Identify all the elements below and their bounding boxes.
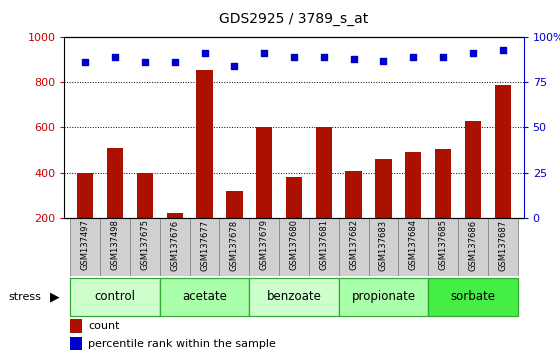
Bar — [226, 190, 242, 263]
FancyBboxPatch shape — [339, 218, 368, 276]
Point — [81, 59, 90, 65]
Text: GDS2925 / 3789_s_at: GDS2925 / 3789_s_at — [220, 12, 368, 27]
Text: GSM137679: GSM137679 — [260, 219, 269, 270]
FancyBboxPatch shape — [428, 278, 517, 316]
Text: GSM137675: GSM137675 — [141, 219, 150, 270]
FancyBboxPatch shape — [488, 218, 517, 276]
Text: GSM137678: GSM137678 — [230, 219, 239, 270]
Point — [409, 54, 418, 60]
Bar — [256, 127, 272, 263]
Text: GSM137677: GSM137677 — [200, 219, 209, 270]
Bar — [166, 213, 183, 263]
FancyBboxPatch shape — [458, 218, 488, 276]
Text: GSM137681: GSM137681 — [319, 219, 328, 270]
Point — [230, 63, 239, 69]
Text: ▶: ▶ — [50, 291, 60, 304]
Text: count: count — [88, 321, 119, 331]
Text: GSM137497: GSM137497 — [81, 219, 90, 270]
FancyBboxPatch shape — [428, 218, 458, 276]
Bar — [137, 172, 153, 263]
Text: GSM137686: GSM137686 — [468, 219, 478, 270]
FancyBboxPatch shape — [100, 218, 130, 276]
FancyBboxPatch shape — [160, 218, 190, 276]
Point — [468, 51, 477, 56]
FancyBboxPatch shape — [339, 278, 428, 316]
Text: sorbate: sorbate — [450, 290, 496, 303]
Text: GSM137680: GSM137680 — [290, 219, 298, 270]
Bar — [197, 70, 213, 263]
Point — [498, 47, 507, 53]
FancyBboxPatch shape — [130, 218, 160, 276]
FancyBboxPatch shape — [71, 278, 160, 316]
Point — [141, 59, 150, 65]
Bar — [494, 85, 511, 263]
Point — [438, 54, 447, 60]
Text: GSM137498: GSM137498 — [110, 219, 120, 270]
Point — [111, 54, 120, 60]
Bar — [316, 127, 332, 263]
FancyBboxPatch shape — [160, 278, 249, 316]
Point — [260, 51, 269, 56]
Text: GSM137684: GSM137684 — [409, 219, 418, 270]
Point — [170, 59, 179, 65]
Text: GSM137676: GSM137676 — [170, 219, 179, 270]
FancyBboxPatch shape — [309, 218, 339, 276]
FancyBboxPatch shape — [279, 218, 309, 276]
Point — [379, 58, 388, 63]
FancyBboxPatch shape — [249, 278, 339, 316]
FancyBboxPatch shape — [398, 218, 428, 276]
Bar — [375, 159, 391, 263]
Text: stress: stress — [8, 292, 41, 302]
FancyBboxPatch shape — [71, 218, 100, 276]
Point — [290, 54, 298, 60]
Bar — [77, 172, 94, 263]
Bar — [465, 121, 481, 263]
Text: benzoate: benzoate — [267, 290, 321, 303]
Point — [349, 56, 358, 62]
Point — [200, 51, 209, 56]
Text: propionate: propionate — [351, 290, 416, 303]
FancyBboxPatch shape — [220, 218, 249, 276]
Bar — [405, 152, 422, 263]
Text: GSM137682: GSM137682 — [349, 219, 358, 270]
FancyBboxPatch shape — [368, 218, 398, 276]
Bar — [286, 177, 302, 263]
Point — [319, 54, 328, 60]
FancyBboxPatch shape — [190, 218, 220, 276]
Text: acetate: acetate — [182, 290, 227, 303]
Bar — [107, 148, 123, 263]
Bar — [435, 149, 451, 263]
FancyBboxPatch shape — [249, 218, 279, 276]
Text: GSM137687: GSM137687 — [498, 219, 507, 270]
Text: control: control — [95, 290, 136, 303]
Text: GSM137685: GSM137685 — [438, 219, 447, 270]
Text: percentile rank within the sample: percentile rank within the sample — [88, 339, 276, 349]
Text: GSM137683: GSM137683 — [379, 219, 388, 270]
Bar — [346, 171, 362, 263]
